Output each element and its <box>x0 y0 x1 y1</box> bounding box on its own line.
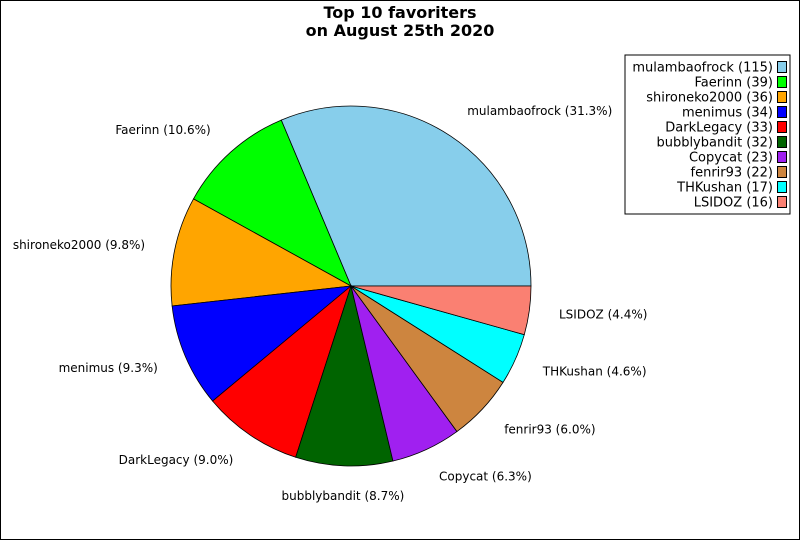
legend-label-mulambaofrock: mulambaofrock (115) <box>632 61 773 76</box>
slice-label-lsidoz: LSIDOZ (4.4%) <box>559 308 647 322</box>
legend-swatch-darklegacy <box>777 121 787 133</box>
chart-title-line-2: on August 25th 2020 <box>306 21 495 40</box>
slice-label-darklegacy: DarkLegacy (9.0%) <box>119 453 234 467</box>
legend-label-menimus: menimus (34) <box>682 106 773 121</box>
slice-label-menimus: menimus (9.3%) <box>59 361 158 375</box>
slice-label-shironeko2000: shironeko2000 (9.8%) <box>13 238 145 252</box>
legend-label-thkushan: THKushan (17) <box>676 181 773 196</box>
pie-slice-bubblybandit <box>295 284 394 467</box>
pie-slice-faerinn <box>192 119 352 287</box>
legend-label-lsidoz: LSIDOZ (16) <box>694 196 773 211</box>
chart-title-line-1: Top 10 favoriters <box>323 3 476 22</box>
pie-slice-shironeko2000 <box>170 198 353 307</box>
pie-slice-darklegacy <box>211 284 352 458</box>
legend: mulambaofrock (115)Faerinn (39)shironeko… <box>624 54 791 215</box>
legend-swatch-faerinn <box>777 76 787 88</box>
legend-swatch-shironeko2000 <box>777 91 787 103</box>
pie-slice-mulambaofrock <box>280 105 532 287</box>
legend-label-shironeko2000: shironeko2000 (36) <box>646 91 773 106</box>
legend-label-copycat: Copycat (23) <box>689 151 773 166</box>
legend-swatch-lsidoz <box>777 196 787 208</box>
slice-label-thkushan: THKushan (4.6%) <box>542 365 647 379</box>
slice-label-copycat: Copycat (6.3%) <box>439 470 532 484</box>
legend-swatch-thkushan <box>777 181 787 193</box>
slice-label-fenrir93: fenrir93 (6.0%) <box>504 423 595 437</box>
legend-label-bubblybandit: bubblybandit (32) <box>656 136 773 151</box>
pie-labels: mulambaofrock (31.3%) Faerinn (10.6%) shir… <box>13 104 648 503</box>
slice-label-mulambaofrock: mulambaofrock (31.3%) <box>467 104 612 118</box>
legend-label-faerinn: Faerinn (39) <box>694 76 773 91</box>
pie-slice-menimus <box>171 285 353 402</box>
legend-swatch-menimus <box>777 106 787 118</box>
legend-swatch-bubblybandit <box>777 136 787 148</box>
legend-label-fenrir93: fenrir93 (22) <box>691 166 773 181</box>
legend-label-darklegacy: DarkLegacy (33) <box>665 121 773 136</box>
legend-swatch-fenrir93 <box>777 166 787 178</box>
legend-box <box>624 54 791 215</box>
slice-label-bubblybandit: bubblybandit (8.7%) <box>282 489 405 503</box>
pie-slices <box>170 105 532 467</box>
legend-swatch-copycat <box>777 151 787 163</box>
pie-slice-lsidoz <box>350 285 532 336</box>
legend-swatch-mulambaofrock <box>777 61 787 73</box>
slice-label-faerinn: Faerinn (10.6%) <box>115 123 210 137</box>
